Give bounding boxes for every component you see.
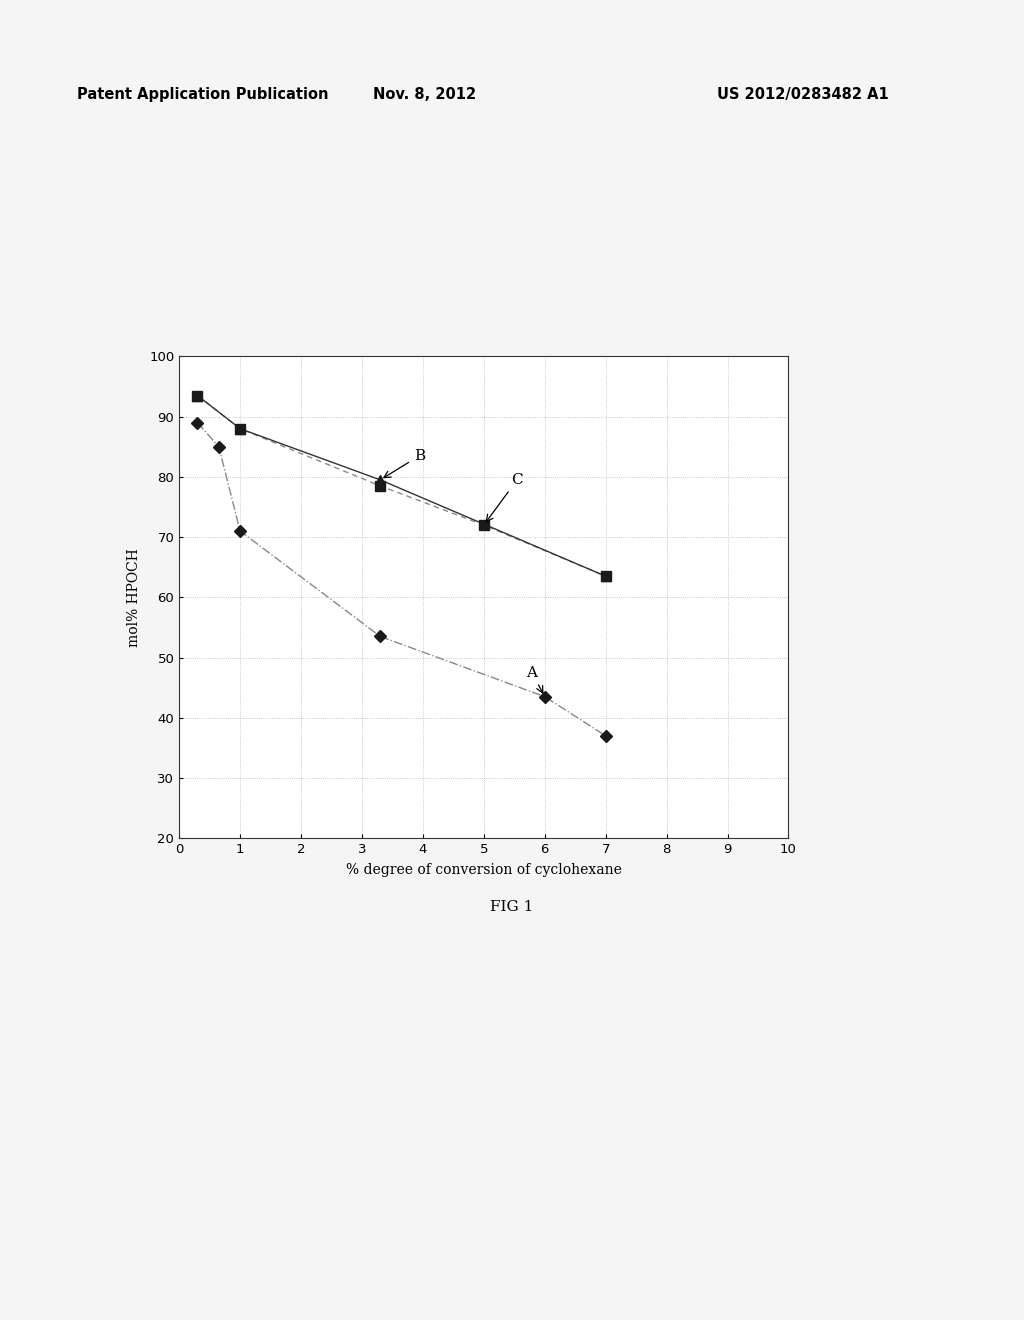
Text: US 2012/0283482 A1: US 2012/0283482 A1 [717,87,889,102]
X-axis label: % degree of conversion of cyclohexane: % degree of conversion of cyclohexane [346,863,622,876]
Text: Patent Application Publication: Patent Application Publication [77,87,329,102]
Text: FIG 1: FIG 1 [490,900,534,915]
Text: B: B [384,449,425,478]
Text: Nov. 8, 2012: Nov. 8, 2012 [374,87,476,102]
Text: C: C [486,473,523,521]
Text: A: A [526,665,543,693]
Y-axis label: mol% HPOCH: mol% HPOCH [127,548,140,647]
